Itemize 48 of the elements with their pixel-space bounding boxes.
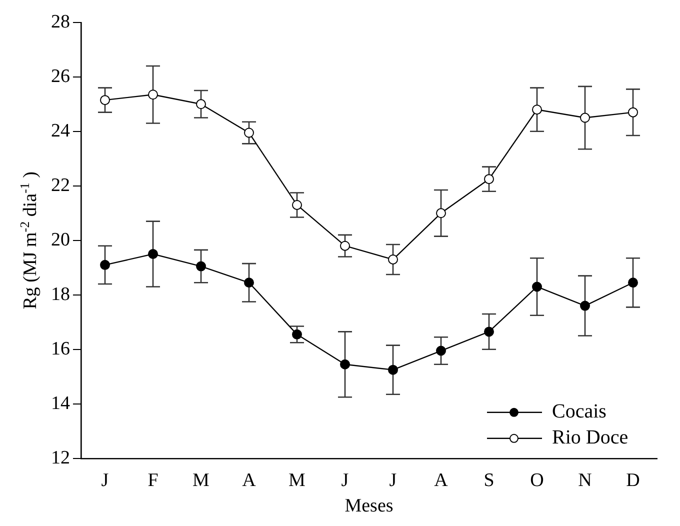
y-tick-label: 12 [51,447,70,468]
point [196,261,206,272]
legend-label: Cocais [552,400,607,423]
point [580,300,590,311]
y-axis-title: Rg (MJ m-2 dia-1 ) [17,172,41,310]
point [292,200,302,210]
point [148,249,158,260]
x-tick-label: S [484,470,494,491]
x-tick-label: J [341,470,349,491]
y-tick-label: 28 [51,11,70,32]
point [388,254,398,264]
point [196,99,206,110]
point [340,359,350,370]
x-tick-label: A [242,470,256,491]
point [244,278,254,288]
point [532,282,542,292]
x-tick-label: M [288,470,306,491]
y-tick-label: 16 [51,338,70,360]
y-tick-label: 20 [51,229,70,250]
x-tick-label: N [578,470,592,491]
y-tick-label: 18 [51,284,70,305]
point [244,128,254,138]
y-tick-label: 22 [51,174,70,196]
point [532,104,542,115]
x-tick-label: M [192,470,210,491]
point [628,278,638,288]
point [340,240,350,251]
point [436,346,446,356]
x-tick-label: J [101,470,109,491]
point [580,112,590,123]
y-tick-label: 26 [51,66,70,87]
y-tick-label: 24 [51,120,70,142]
point [436,208,446,218]
point [628,107,638,118]
point [148,90,158,100]
point [100,95,110,106]
legend-label: Rio Doce [552,426,628,449]
point [484,326,494,337]
x-axis-title: Meses [344,496,394,517]
x-tick-label: J [389,470,397,491]
x-tick-label: O [530,470,544,491]
y-tick-label: 14 [51,392,70,414]
x-tick-label: A [434,470,448,491]
point [484,174,494,184]
point [100,260,110,270]
x-tick-label: D [626,470,640,491]
point [388,364,398,375]
x-tick-label: F [148,470,158,491]
